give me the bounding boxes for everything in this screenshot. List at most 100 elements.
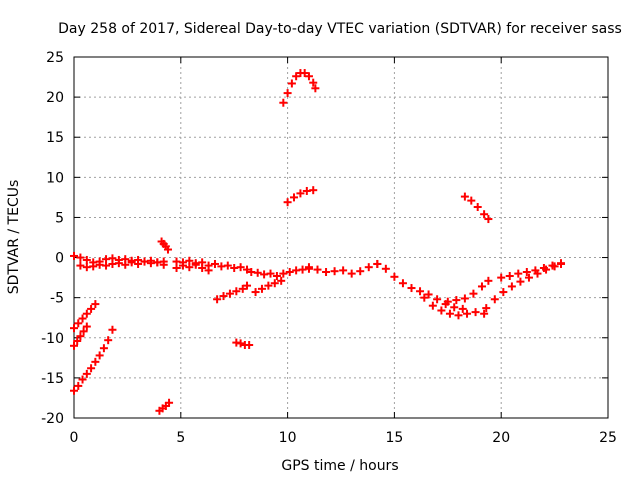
series-arc-17.5-19.5 (443, 276, 493, 306)
data-point (74, 381, 83, 390)
data-point (104, 336, 113, 345)
data-point (87, 364, 96, 373)
data-point (304, 72, 313, 81)
data-point (373, 259, 382, 268)
data-point (236, 339, 245, 348)
data-point (236, 263, 245, 272)
data-point (311, 84, 320, 93)
series-arc-14-18 (373, 259, 467, 313)
data-point (287, 79, 296, 88)
data-point (514, 269, 523, 278)
data-point (223, 261, 232, 270)
series-arc-6.7-8.1-rising (213, 281, 252, 304)
data-point (505, 272, 514, 281)
data-point (89, 262, 98, 271)
data-point (428, 301, 437, 310)
data-point (82, 255, 91, 264)
data-point (91, 300, 100, 309)
y-tick-label: -15 (41, 371, 64, 387)
data-point (463, 309, 472, 318)
data-point (309, 186, 318, 195)
data-point (73, 336, 82, 345)
data-point (153, 258, 162, 267)
data-point (270, 279, 279, 288)
series-arc-8.5-9.8 (251, 276, 286, 297)
data-point (219, 292, 228, 301)
y-tick-label: -10 (41, 331, 64, 347)
data-point (300, 69, 309, 78)
data-point (243, 265, 252, 274)
data-point (304, 263, 313, 272)
data-point (82, 309, 91, 318)
data-point (420, 293, 429, 302)
data-point (458, 304, 467, 313)
x-tick-label: 5 (176, 430, 185, 446)
data-point (78, 314, 87, 323)
data-point (381, 264, 390, 273)
data-point (279, 98, 288, 107)
data-point (272, 272, 281, 281)
data-point (243, 281, 252, 290)
data-point (424, 290, 433, 299)
series-arc-main-early-lower (76, 257, 168, 272)
data-point (245, 340, 254, 349)
data-point (76, 253, 85, 262)
data-point (452, 296, 461, 305)
data-point (159, 260, 168, 269)
data-point (76, 261, 85, 270)
data-point (524, 273, 533, 282)
data-point (443, 297, 452, 306)
y-tick-label: 5 (55, 210, 64, 226)
data-point (87, 304, 96, 313)
data-point (309, 78, 318, 87)
data-point (313, 265, 322, 274)
x-axis-label: GPS time / hours (281, 458, 398, 474)
data-point (283, 89, 292, 98)
x-tick-label: 0 (70, 430, 79, 446)
data-point (480, 210, 489, 219)
data-point (225, 289, 234, 298)
data-point (473, 203, 482, 212)
data-point (264, 281, 273, 290)
series-arc-16-19 (420, 293, 489, 320)
data-point (185, 263, 194, 272)
data-point (548, 261, 557, 270)
data-point (178, 261, 187, 270)
tick-layer: 0 5 10 15 20 25 -20 -15 -10 -5 0 5 10 15 20 25 (41, 50, 617, 446)
chart-title: Day 258 of 2017, Sidereal Day-to-day VTE… (58, 21, 622, 37)
series-arc-early-descending (70, 300, 100, 333)
data-point (198, 263, 207, 272)
series-arc-11-14 (304, 259, 382, 278)
data-point (70, 386, 78, 395)
data-point (460, 192, 469, 201)
series-arc-20-22.8 (497, 259, 566, 282)
grid-layer (74, 57, 608, 418)
series-arc-4h-low (155, 398, 174, 415)
data-point (339, 266, 348, 275)
data-point (482, 304, 491, 313)
y-tick-label: 0 (55, 251, 64, 267)
data-point (82, 369, 91, 378)
data-point (134, 259, 143, 268)
data-point (364, 263, 373, 272)
series-arc-4h-small (157, 237, 172, 254)
data-point (398, 279, 407, 288)
y-tick-label: 25 (46, 50, 64, 66)
data-point (477, 282, 486, 291)
y-tick-label: -5 (50, 291, 64, 307)
data-point (407, 284, 416, 293)
data-point (232, 287, 241, 296)
data-point (480, 309, 489, 318)
series-arc-7.7h (232, 338, 254, 349)
data-point (91, 357, 100, 366)
x-tick-label: 20 (492, 430, 510, 446)
data-point (213, 295, 222, 304)
data-point (74, 319, 83, 328)
series-arc-high-peak (279, 69, 320, 107)
data-point (238, 284, 247, 293)
data-point (285, 267, 294, 276)
data-point (266, 269, 275, 278)
data-point (437, 306, 446, 315)
data-point (516, 277, 525, 286)
